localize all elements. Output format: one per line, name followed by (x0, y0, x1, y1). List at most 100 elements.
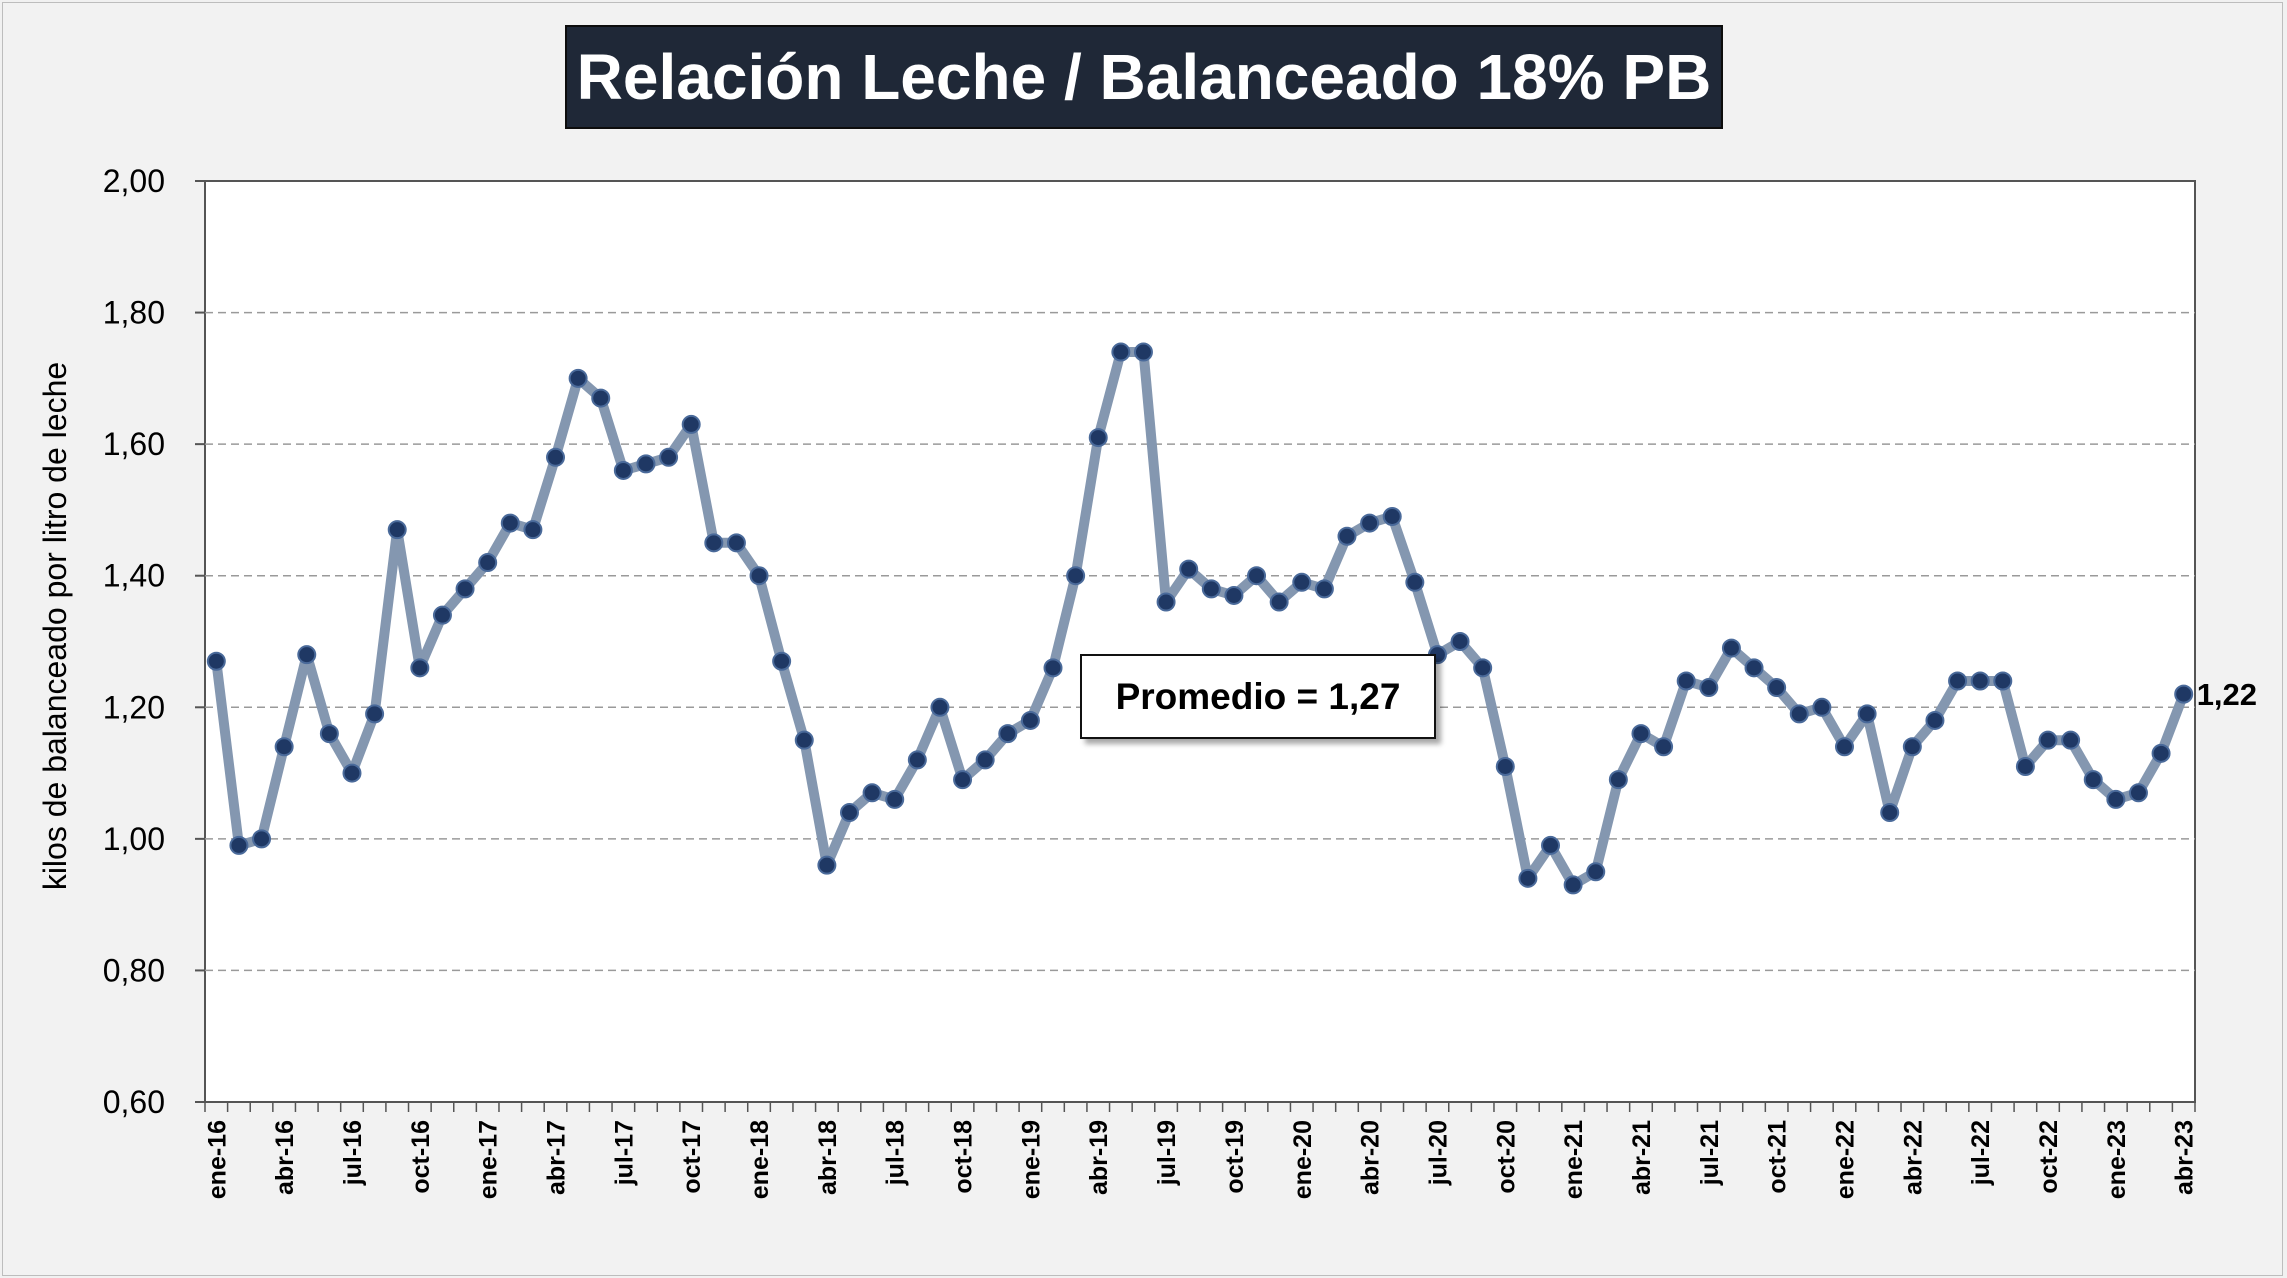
data-point (1541, 835, 1561, 855)
data-point (1179, 559, 1199, 579)
x-tick-label: ene-21 (1560, 1120, 1588, 1199)
data-point (953, 770, 973, 790)
data-point (1902, 737, 1922, 757)
data-point (1020, 710, 1040, 730)
data-point (229, 835, 249, 855)
y-tick-label: 1,00 (103, 821, 165, 857)
x-tick-label: oct-20 (1492, 1120, 1520, 1194)
data-point (1382, 507, 1402, 527)
data-point (659, 447, 679, 467)
data-point (1405, 572, 1425, 592)
data-point (1767, 678, 1787, 698)
data-point (2106, 789, 2126, 809)
data-point (455, 579, 475, 599)
data-point (2038, 730, 2058, 750)
data-point (1224, 585, 1244, 605)
data-point (1133, 342, 1153, 362)
data-point (1043, 658, 1063, 678)
data-point (2151, 743, 2171, 763)
data-point (410, 658, 430, 678)
x-tick-label: abr-19 (1085, 1120, 1113, 1195)
data-point (1925, 710, 1945, 730)
y-tick-label: 2,00 (103, 163, 165, 199)
data-point (1360, 513, 1380, 533)
data-point (1970, 671, 1990, 691)
data-point (1948, 671, 1968, 691)
x-tick-label: oct-17 (678, 1120, 706, 1194)
data-point (1789, 704, 1809, 724)
data-point (206, 651, 226, 671)
x-tick-label: jul-22 (1967, 1120, 1995, 1186)
data-point (1066, 566, 1086, 586)
data-point (1721, 638, 1741, 658)
x-tick-label: oct-18 (950, 1120, 978, 1194)
data-point (568, 368, 588, 388)
data-point (432, 605, 452, 625)
data-point (591, 388, 611, 408)
x-tick-label: oct-16 (407, 1120, 435, 1194)
y-tick-label: 0,60 (103, 1084, 165, 1120)
y-tick-label: 1,60 (103, 426, 165, 462)
data-point (794, 730, 814, 750)
data-point (2128, 783, 2148, 803)
x-tick-label: jul-19 (1153, 1120, 1181, 1186)
data-point (478, 553, 498, 573)
data-point (1156, 592, 1176, 612)
x-tick-label: oct-21 (1764, 1120, 1792, 1194)
data-point (297, 645, 317, 665)
plot-area (204, 180, 2196, 1103)
x-tick-label: ene-22 (1831, 1120, 1859, 1199)
x-tick-label: oct-22 (2035, 1120, 2063, 1194)
data-point (998, 724, 1018, 744)
x-tick-label: jul-20 (1424, 1120, 1452, 1186)
data-point (1676, 671, 1696, 691)
x-tick-label: jul-18 (882, 1120, 910, 1186)
x-tick-label: ene-18 (746, 1120, 774, 1199)
data-point (1608, 770, 1628, 790)
data-point (2015, 756, 2035, 776)
last-value-label: 1,22 (2197, 677, 2257, 712)
data-point (1993, 671, 2013, 691)
data-point (1699, 678, 1719, 698)
x-tick-label: ene-20 (1289, 1120, 1317, 1199)
data-point (1495, 756, 1515, 776)
data-point (1088, 428, 1108, 448)
x-tick-label: ene-16 (203, 1120, 231, 1199)
data-point (839, 803, 859, 823)
x-tick-label: jul-21 (1696, 1120, 1724, 1186)
data-point (274, 737, 294, 757)
data-point (1201, 579, 1221, 599)
x-tick-label: jul-16 (339, 1120, 367, 1186)
data-point (613, 460, 633, 480)
data-point (726, 533, 746, 553)
data-point (885, 789, 905, 809)
data-point (319, 724, 339, 744)
data-point (975, 750, 995, 770)
data-point (681, 414, 701, 434)
data-point (1337, 526, 1357, 546)
data-point (365, 704, 385, 724)
data-point (1563, 875, 1583, 895)
x-tick-label: jul-17 (610, 1120, 638, 1186)
data-point (1857, 704, 1877, 724)
series-line (211, 347, 2189, 890)
chart-title: Relación Leche / Balanceado 18% PB (565, 25, 1723, 129)
data-point (1111, 342, 1131, 362)
data-point (1834, 737, 1854, 757)
data-point (772, 651, 792, 671)
data-point (704, 533, 724, 553)
data-point (907, 750, 927, 770)
x-tick-label: ene-19 (1017, 1120, 1045, 1199)
data-point (1473, 658, 1493, 678)
x-tick-label: oct-19 (1221, 1120, 1249, 1194)
data-point (749, 566, 769, 586)
x-tick-label: abr-23 (2171, 1120, 2199, 1195)
x-tick-label: abr-18 (814, 1120, 842, 1195)
data-point (817, 855, 837, 875)
data-point (862, 783, 882, 803)
average-annotation: Promedio = 1,27 (1080, 654, 1436, 739)
x-tick-label: abr-20 (1357, 1120, 1385, 1195)
data-point (523, 520, 543, 540)
data-point (1247, 566, 1267, 586)
